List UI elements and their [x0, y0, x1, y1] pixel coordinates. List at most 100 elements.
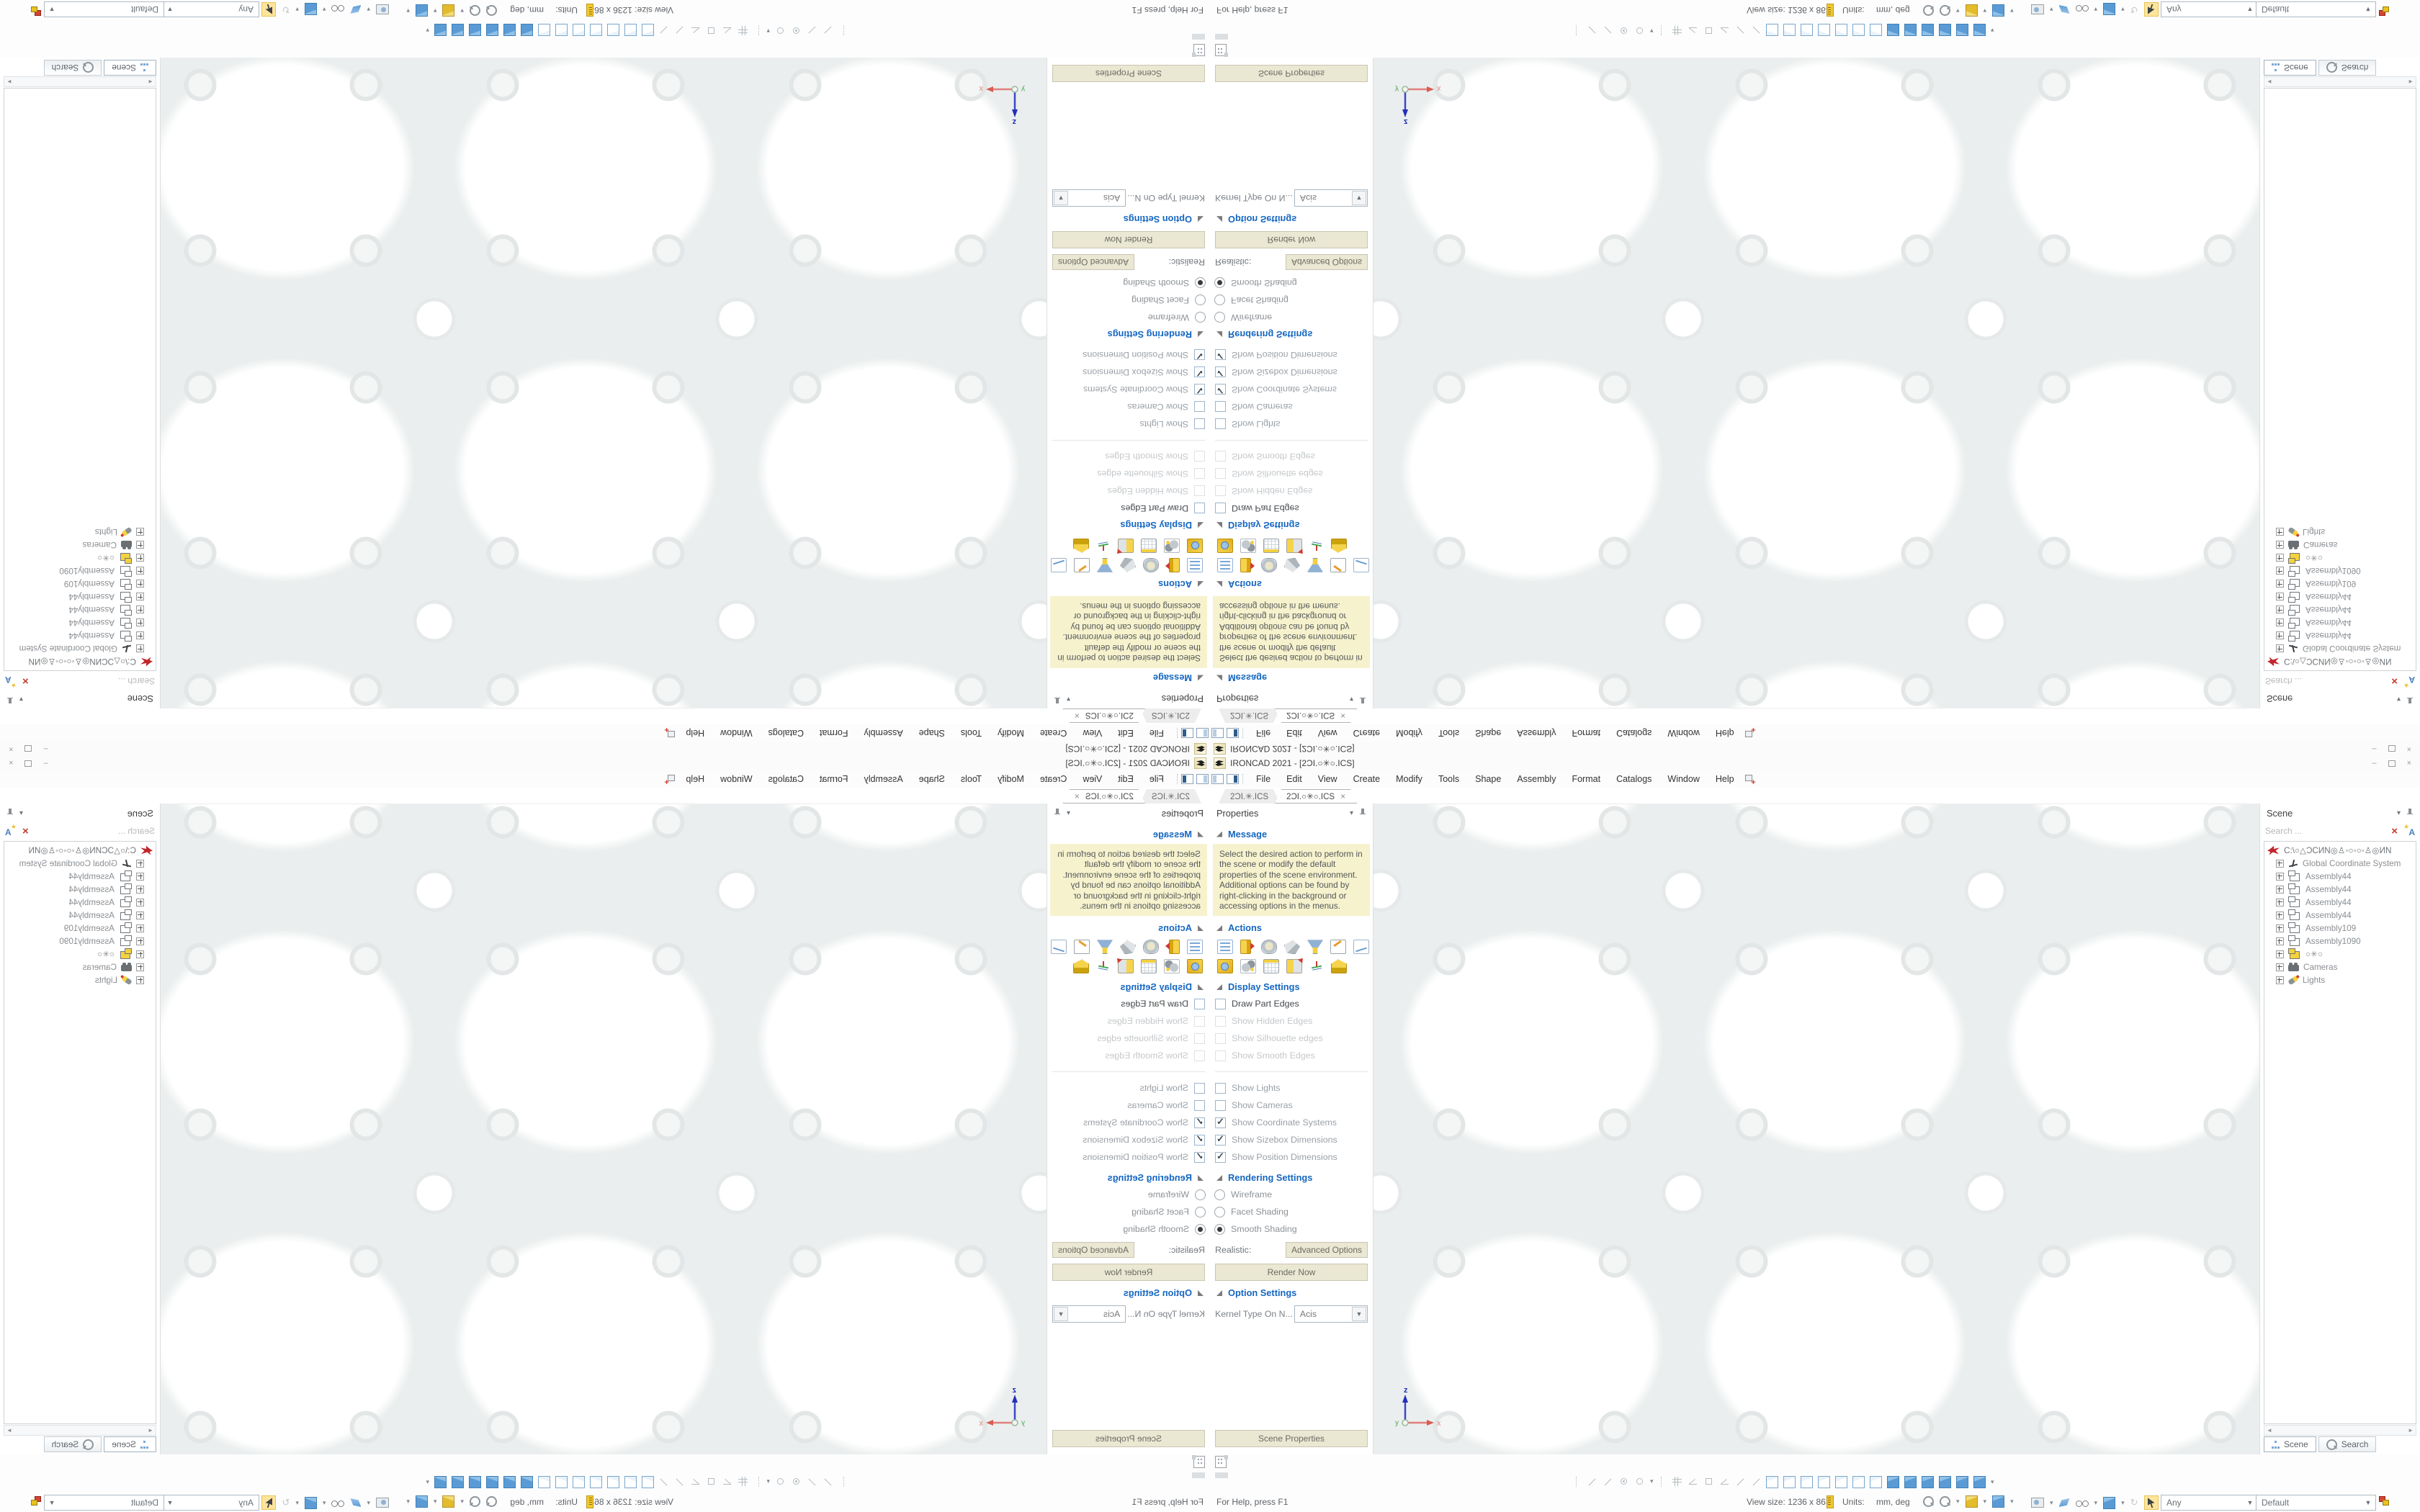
view-cube-icon[interactable]	[521, 24, 533, 36]
expander-icon[interactable]	[136, 898, 144, 906]
measure-alt-icon[interactable]	[658, 1476, 669, 1487]
rect-snap-icon[interactable]	[1703, 25, 1714, 36]
radio-smooth-shading[interactable]: Smooth Shading	[1210, 274, 1373, 292]
section-rendering-settings[interactable]: Rendering Settings	[1047, 1166, 1210, 1186]
extrude-part-icon[interactable]	[1169, 557, 1180, 572]
render-now-button[interactable]: Render Now	[1052, 1264, 1205, 1282]
close-button[interactable]: ×	[2406, 759, 2411, 768]
scene-browser-icon[interactable]	[1217, 557, 1233, 572]
camera-box-icon[interactable]	[1187, 959, 1203, 974]
view-cube-icon[interactable]	[1956, 1476, 1968, 1488]
grid-snap-icon[interactable]	[1672, 1476, 1682, 1487]
chevron-down-icon[interactable]: ▾	[460, 1498, 464, 1505]
expander-icon[interactable]	[2276, 872, 2284, 881]
tab-search[interactable]: Search	[43, 60, 102, 76]
scroll-right-icon[interactable]: ►	[6, 1427, 12, 1434]
document-tab-active[interactable]: 2ƆI.○✳○.ICS ×	[1275, 789, 1357, 804]
turntable-icon[interactable]	[1261, 557, 1277, 572]
fit-scene-icon[interactable]	[442, 1495, 455, 1508]
view-cube-icon[interactable]	[1852, 24, 1865, 36]
checkbox[interactable]	[1194, 1099, 1205, 1111]
expander-icon[interactable]	[2276, 898, 2284, 906]
chevron-down-icon[interactable]: ▼	[1054, 1307, 1068, 1322]
checkbox-show-position-dimensions[interactable]: Show Position Dimensions	[1210, 346, 1373, 364]
kernel-type-select[interactable]: Acis ▼	[1052, 189, 1126, 207]
window-layout-alt-icon[interactable]	[1227, 728, 1239, 738]
checkbox[interactable]	[1215, 1099, 1226, 1111]
view-cube-icon[interactable]	[538, 1476, 550, 1488]
model-perforated-panel[interactable]	[161, 58, 1047, 708]
menu-file[interactable]: File	[1149, 728, 1164, 738]
expander-icon[interactable]	[136, 567, 144, 575]
chevron-down-icon[interactable]: ▼	[1054, 190, 1068, 205]
chevron-down-icon[interactable]: ▾	[433, 1498, 437, 1505]
tree-item-assembly[interactable]: Assembly44	[2264, 603, 2416, 616]
expander-icon[interactable]	[2276, 644, 2284, 653]
chevron-down-icon[interactable]: ▼	[1352, 1307, 1366, 1322]
tree-item-lights[interactable]: Lights	[2264, 526, 2416, 539]
tree-item-assembly[interactable]: Assembly109	[2264, 922, 2416, 935]
checkbox-show-position-dimensions[interactable]: Show Position Dimensions	[1210, 1148, 1373, 1166]
section-actions[interactable]: Actions	[1047, 576, 1210, 596]
radio-smooth-shading[interactable]: Smooth Shading	[1047, 274, 1210, 292]
chevron-down-icon[interactable]: ▾	[2396, 695, 2401, 703]
form-icon[interactable]	[1193, 44, 1205, 56]
chevron-down-icon[interactable]: ▾	[1983, 1498, 1987, 1505]
expander-icon[interactable]	[136, 618, 144, 627]
toolbar-grip[interactable]	[1576, 1476, 1579, 1487]
tab-scene[interactable]: Scene	[104, 60, 156, 76]
pull-handle-icon[interactable]	[1120, 558, 1136, 572]
clear-search-icon[interactable]: ×	[22, 824, 29, 837]
scene-browser-icon[interactable]	[1217, 940, 1233, 955]
funnel-icon[interactable]	[1097, 940, 1113, 954]
zoom-icon[interactable]	[486, 5, 497, 16]
chevron-down-icon[interactable]: ▾	[766, 27, 770, 35]
tree-item-assembly[interactable]: Assembly44	[2264, 629, 2416, 642]
scene-properties-button[interactable]: Scene Properties	[1215, 1430, 1368, 1447]
graph-curve-icon[interactable]	[1353, 557, 1369, 572]
scroll-right-icon[interactable]: ►	[2408, 1427, 2414, 1434]
checkbox-show-position-dimensions[interactable]: Show Position Dimensions	[1047, 1148, 1210, 1166]
tree-item-assembly[interactable]: Assembly109	[2264, 577, 2416, 590]
section-option-settings[interactable]: Option Settings	[1047, 211, 1210, 231]
document-tab-active[interactable]: 2ƆI.○✳○.ICS ×	[1275, 708, 1357, 723]
line-tool-icon[interactable]	[1587, 1476, 1597, 1487]
sheet-metal-icon[interactable]	[1073, 539, 1089, 553]
save-camera-icon[interactable]	[376, 1498, 389, 1508]
section-message[interactable]: Message	[1210, 822, 1373, 842]
network-link-icon[interactable]	[2378, 1496, 2389, 1506]
close-tab-icon[interactable]: ×	[1340, 791, 1346, 801]
dimension-icon[interactable]	[1719, 1476, 1730, 1487]
measure-icon[interactable]	[674, 25, 685, 36]
section-option-settings[interactable]: Option Settings	[1210, 211, 1373, 231]
checkbox-show-position-dimensions[interactable]: Show Position Dimensions	[1047, 346, 1210, 364]
pin-icon[interactable]	[2406, 695, 2414, 703]
checkbox-show-sizebox-dimensions[interactable]: Show Sizebox Dimensions	[1047, 364, 1210, 381]
close-button[interactable]: ×	[9, 744, 14, 753]
menu-tools[interactable]: Tools	[960, 728, 982, 738]
view-cube-icon[interactable]	[486, 24, 498, 36]
view-cube-icon[interactable]	[590, 24, 602, 36]
minimize-button[interactable]: –	[2372, 744, 2377, 753]
expander-icon[interactable]	[2276, 924, 2284, 932]
chevron-down-icon[interactable]: ▾	[766, 1477, 770, 1485]
view-cube-icon[interactable]	[555, 24, 568, 36]
circle-tool-icon[interactable]	[1618, 25, 1629, 36]
scene-properties-button[interactable]: Scene Properties	[1052, 65, 1205, 82]
expander-icon[interactable]	[2276, 885, 2284, 894]
ruler-icon[interactable]	[586, 4, 593, 17]
3d-viewport[interactable]: z x y	[161, 804, 1047, 1454]
polyline-tool-icon[interactable]	[807, 25, 817, 36]
funnel-icon[interactable]	[1097, 558, 1113, 572]
extrude-part-icon[interactable]	[1169, 940, 1180, 955]
toolbar-grip[interactable]	[1576, 25, 1579, 36]
view-cube-icon[interactable]	[1818, 24, 1830, 36]
angle-snap-icon[interactable]	[722, 1476, 732, 1487]
radio-wireframe[interactable]: Wireframe	[1047, 1186, 1210, 1203]
menu-format[interactable]: Format	[819, 774, 848, 784]
checkbox-show-coordinate-systems[interactable]: Show Coordinate Systems	[1047, 1114, 1210, 1131]
menu-assembly[interactable]: Assembly	[864, 728, 903, 738]
search-input[interactable]: Search ...	[2265, 676, 2302, 686]
advanced-options-button[interactable]: Advanced Options	[1052, 1242, 1135, 1259]
camera-box-icon[interactable]	[1217, 959, 1233, 974]
